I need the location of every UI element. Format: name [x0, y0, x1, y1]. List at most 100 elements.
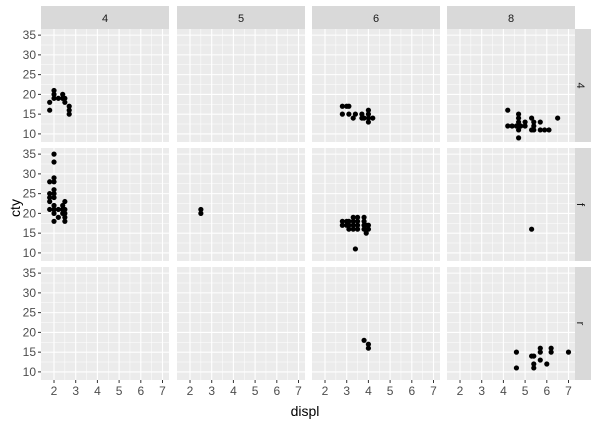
data-point [47, 99, 53, 105]
data-point [531, 365, 537, 371]
data-point [62, 206, 68, 213]
data-point [515, 127, 522, 133]
data-point [47, 206, 53, 213]
facet-strip-col-5 [177, 6, 305, 29]
panel-background [447, 267, 575, 380]
data-point [352, 111, 358, 117]
x-tick-label: 3 [478, 384, 485, 398]
data-point [529, 226, 535, 232]
data-point [51, 91, 57, 97]
y-tick-label: 10 [23, 127, 37, 141]
data-point [509, 123, 515, 129]
y-tick-label: 20 [23, 325, 37, 339]
data-point [531, 123, 537, 129]
facet-strip-row-4 [571, 29, 591, 142]
facet-strip-col-label: 8 [508, 13, 514, 25]
data-point [354, 226, 361, 232]
panel-background [177, 29, 305, 142]
data-point [346, 111, 352, 117]
data-point [346, 218, 352, 224]
data-point [546, 127, 552, 133]
data-point [537, 119, 543, 125]
data-point [60, 91, 66, 97]
data-point [51, 87, 57, 94]
data-point [346, 222, 352, 228]
data-point [363, 230, 369, 236]
x-tick-label: 6 [543, 384, 550, 398]
y-tick-label: 30 [23, 48, 37, 62]
facet-strip-col-label: 6 [373, 13, 379, 25]
y-tick-label: 20 [23, 206, 37, 220]
panel-background [41, 29, 169, 142]
data-point [51, 218, 57, 224]
data-point [66, 107, 72, 113]
data-point [47, 191, 53, 197]
data-point [565, 349, 572, 355]
data-point [365, 222, 372, 228]
x-tick-label: 7 [159, 384, 166, 398]
data-point [515, 111, 522, 117]
data-point [51, 187, 57, 193]
y-tick-label: 30 [23, 286, 37, 300]
y-tick-label: 35 [23, 266, 37, 280]
data-point [339, 103, 345, 109]
data-point [62, 210, 68, 216]
data-point [350, 218, 356, 224]
y-tick-label: 15 [23, 226, 37, 240]
x-tick-label: 7 [295, 384, 302, 398]
data-point [555, 115, 561, 121]
x-tick-label: 4 [365, 384, 372, 398]
data-point [198, 210, 204, 216]
y-tick-label: 10 [23, 365, 37, 379]
data-point [365, 341, 372, 347]
data-point [537, 345, 543, 351]
data-point [339, 218, 345, 224]
y-tick-label: 30 [23, 167, 37, 181]
y-axis-title: cty [7, 199, 23, 217]
facet-strip-col-label: 4 [102, 13, 108, 25]
facet-strip-row-f [571, 148, 591, 261]
facet-strip-row-label: r [574, 322, 586, 326]
x-tick-label: 7 [565, 384, 572, 398]
data-point [51, 175, 57, 181]
data-point [370, 115, 376, 121]
data-point [339, 111, 345, 117]
y-tick-label: 35 [23, 28, 37, 42]
data-point [62, 198, 68, 205]
data-point [365, 115, 372, 121]
data-point [60, 202, 66, 209]
data-point [350, 222, 356, 228]
data-point [515, 119, 522, 125]
data-point [198, 206, 204, 213]
x-tick-label: 3 [208, 384, 215, 398]
data-point [361, 115, 367, 121]
data-point [55, 214, 61, 220]
data-point [505, 123, 511, 129]
x-tick-label: 5 [252, 384, 259, 398]
panel-background [177, 148, 305, 261]
x-tick-label: 2 [187, 384, 194, 398]
x-tick-label: 3 [343, 384, 350, 398]
data-point [537, 349, 543, 355]
data-point [346, 103, 352, 109]
data-point [62, 99, 68, 105]
x-tick-label: 2 [322, 384, 329, 398]
facet-strip-row-label: 4 [574, 82, 586, 88]
data-point [365, 119, 372, 125]
x-tick-label: 2 [51, 384, 58, 398]
data-point [51, 179, 57, 185]
facet-strip-col-8 [447, 6, 575, 29]
data-point [350, 226, 356, 232]
facet-strip-row-label: f [574, 203, 586, 207]
data-point [522, 119, 528, 125]
data-point [365, 111, 372, 117]
data-point [51, 206, 57, 213]
data-point [47, 198, 53, 205]
facet-strip-col-6 [312, 6, 440, 29]
x-tick-label: 2 [457, 384, 464, 398]
panel-background [312, 148, 440, 261]
data-point [531, 119, 537, 125]
x-tick-label: 6 [137, 384, 144, 398]
data-point [537, 357, 543, 363]
panel-background [312, 29, 440, 142]
